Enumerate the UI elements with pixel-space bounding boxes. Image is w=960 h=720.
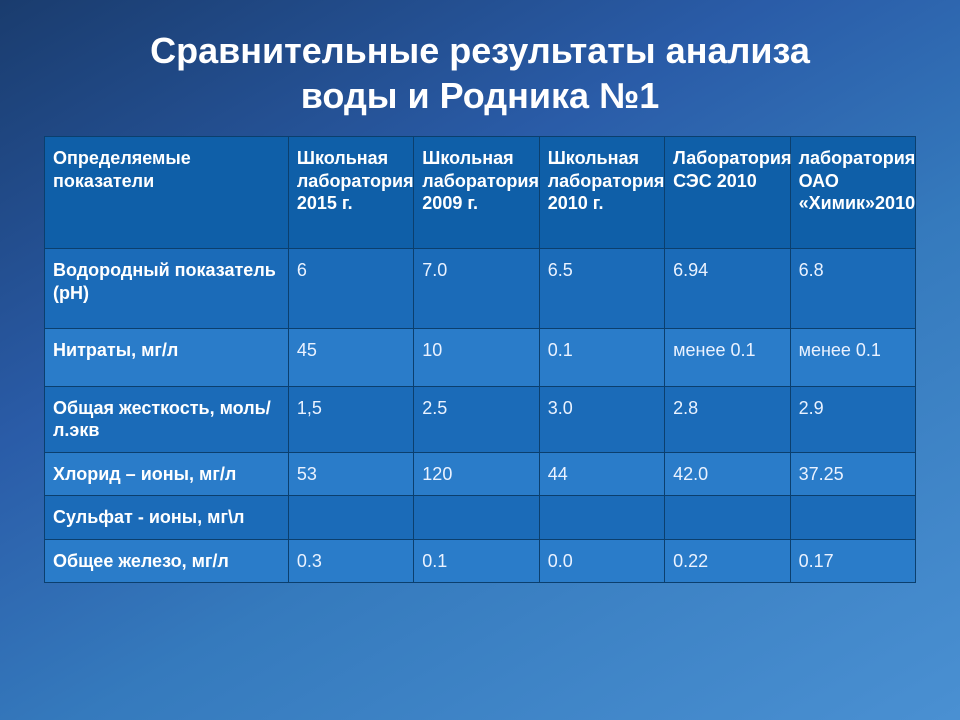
col-header-school-2010: Школьная лаборатория 2010 г.: [539, 137, 664, 249]
cell-value: 0.22: [665, 539, 790, 583]
row-label: Хлорид – ионы, мг/л: [45, 452, 289, 496]
table-row: Нитраты, мг/л 45 10 0.1 менее 0.1 менее …: [45, 329, 916, 387]
cell-value: 53: [288, 452, 413, 496]
row-label: Нитраты, мг/л: [45, 329, 289, 387]
table-row: Хлорид – ионы, мг/л 53 120 44 42.0 37.25: [45, 452, 916, 496]
cell-value: 37.25: [790, 452, 915, 496]
cell-value: 2.5: [414, 386, 539, 452]
cell-value: 0.3: [288, 539, 413, 583]
cell-value: 6.8: [790, 249, 915, 329]
col-header-school-2009: Школьная лаборатория 2009 г.: [414, 137, 539, 249]
cell-value: [790, 496, 915, 540]
table-row: Общее железо, мг/л 0.3 0.1 0.0 0.22 0.17: [45, 539, 916, 583]
col-header-indicators: Определяемые показатели: [45, 137, 289, 249]
cell-value: 0.1: [414, 539, 539, 583]
cell-value: 45: [288, 329, 413, 387]
table-row: Водородный показатель (рН) 6 7.0 6.5 6.9…: [45, 249, 916, 329]
row-label: Общее железо, мг/л: [45, 539, 289, 583]
cell-value: 6: [288, 249, 413, 329]
cell-value: 0.1: [539, 329, 664, 387]
cell-value: [288, 496, 413, 540]
col-header-ses-2010: Лаборатория СЭС 2010: [665, 137, 790, 249]
table-row: Сульфат - ионы, мг\л: [45, 496, 916, 540]
cell-value: 7.0: [414, 249, 539, 329]
col-header-school-2015: Школьная лаборатория 2015 г.: [288, 137, 413, 249]
comparison-table: Определяемые показатели Школьная лаборат…: [44, 136, 916, 583]
cell-value: [539, 496, 664, 540]
cell-value: [414, 496, 539, 540]
row-label: Сульфат - ионы, мг\л: [45, 496, 289, 540]
cell-value: менее 0.1: [790, 329, 915, 387]
slide-title: Сравнительные результаты анализа воды и …: [44, 28, 916, 118]
cell-value: 6.94: [665, 249, 790, 329]
cell-value: 6.5: [539, 249, 664, 329]
cell-value: 3.0: [539, 386, 664, 452]
cell-value: 0.17: [790, 539, 915, 583]
cell-value: менее 0.1: [665, 329, 790, 387]
cell-value: 10: [414, 329, 539, 387]
title-line-1: Сравнительные результаты анализа: [150, 30, 810, 71]
row-label: Водородный показатель (рН): [45, 249, 289, 329]
cell-value: 42.0: [665, 452, 790, 496]
col-header-khimik-2010: лаборатория ОАО «Химик»2010: [790, 137, 915, 249]
cell-value: 2.8: [665, 386, 790, 452]
table-header-row: Определяемые показатели Школьная лаборат…: [45, 137, 916, 249]
cell-value: 44: [539, 452, 664, 496]
table-row: Общая жесткость, моль/л.экв 1,5 2.5 3.0 …: [45, 386, 916, 452]
cell-value: 1,5: [288, 386, 413, 452]
title-line-2: воды и Родника №1: [301, 75, 659, 116]
cell-value: 2.9: [790, 386, 915, 452]
cell-value: 0.0: [539, 539, 664, 583]
cell-value: 120: [414, 452, 539, 496]
row-label: Общая жесткость, моль/л.экв: [45, 386, 289, 452]
table-body: Водородный показатель (рН) 6 7.0 6.5 6.9…: [45, 249, 916, 583]
cell-value: [665, 496, 790, 540]
